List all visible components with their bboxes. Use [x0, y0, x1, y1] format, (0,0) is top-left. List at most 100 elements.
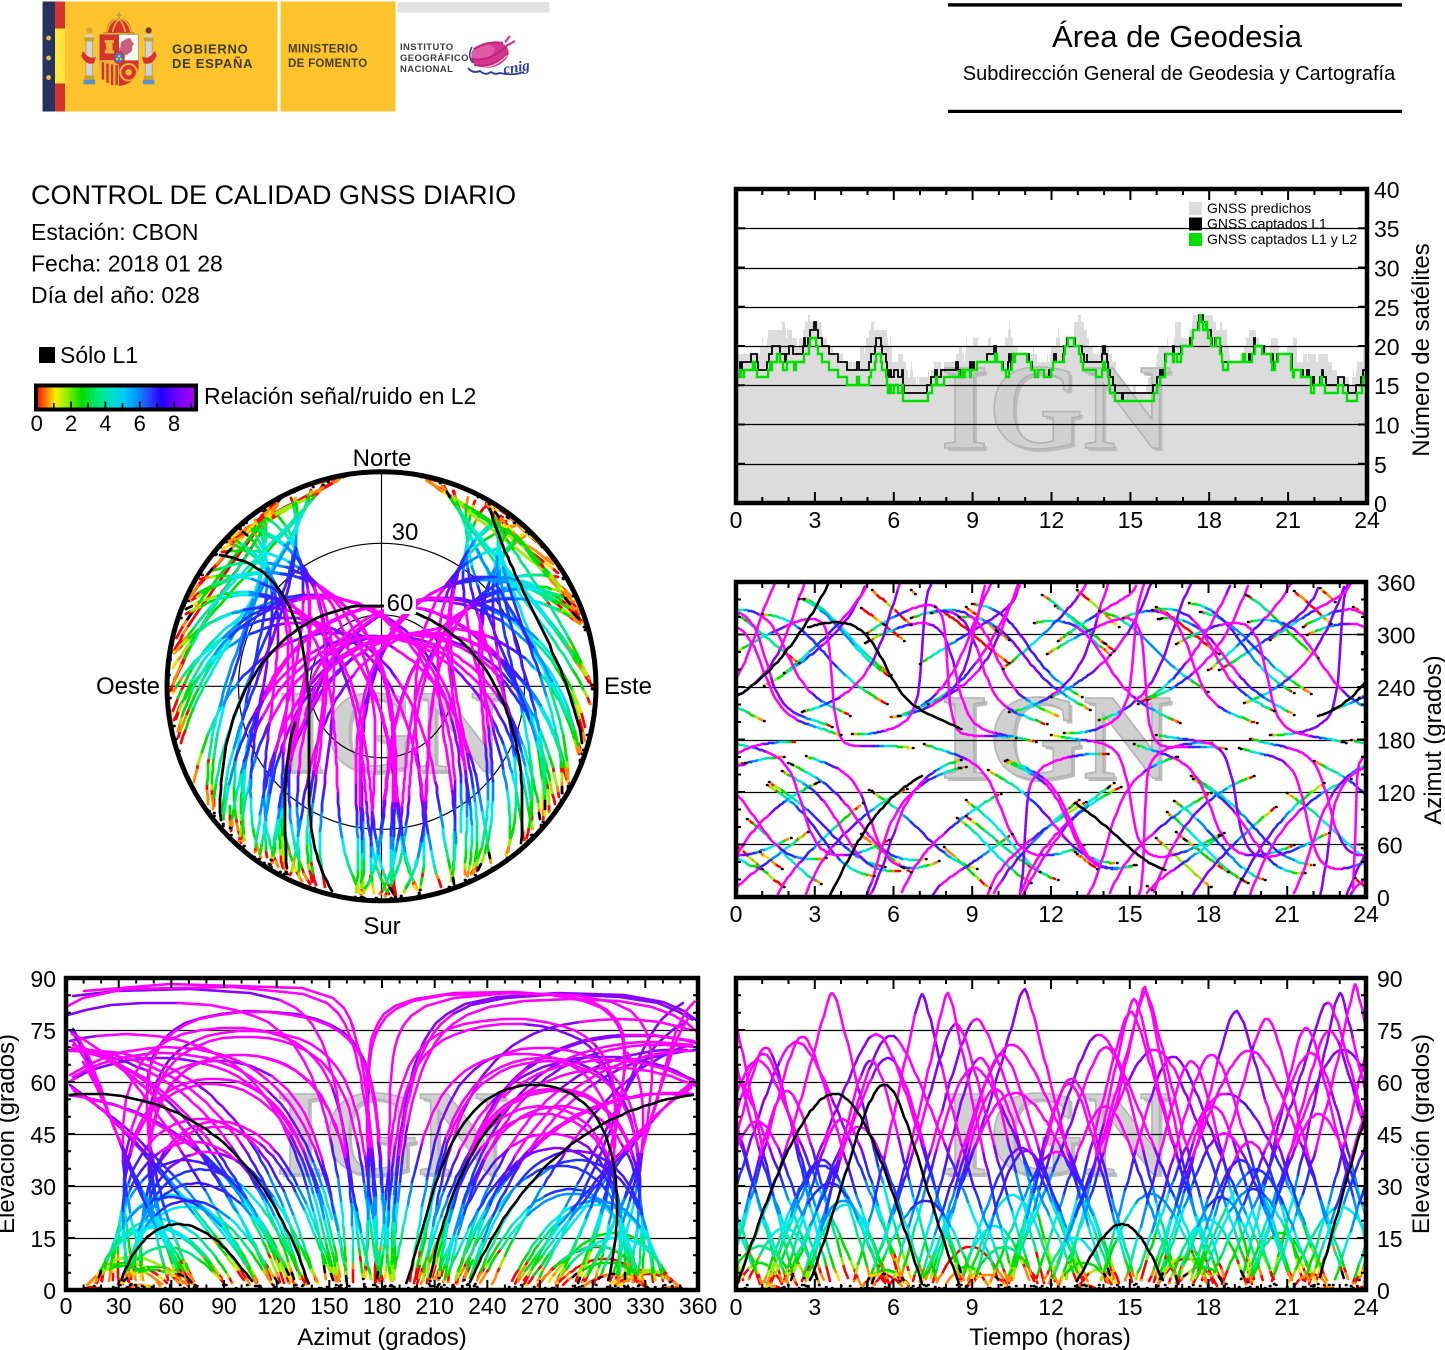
svg-text:90: 90	[30, 966, 56, 992]
svg-text:330: 330	[626, 1293, 664, 1319]
svg-text:cnig: cnig	[502, 58, 531, 78]
svg-text:15: 15	[1117, 901, 1143, 927]
svg-text:Sur: Sur	[363, 913, 400, 940]
svg-text:60: 60	[30, 1070, 56, 1096]
svg-text:15: 15	[1374, 373, 1400, 399]
svg-text:270: 270	[521, 1293, 559, 1319]
svg-text:20: 20	[1374, 334, 1400, 360]
svg-text:18: 18	[1196, 901, 1222, 927]
svg-text:30: 30	[1374, 256, 1400, 282]
svg-text:60: 60	[387, 590, 414, 617]
svg-text:21: 21	[1275, 507, 1301, 533]
svg-text:30: 30	[392, 519, 419, 546]
svg-text:18: 18	[1196, 1294, 1222, 1320]
svg-text:45: 45	[1377, 1122, 1403, 1148]
svg-text:0: 0	[730, 507, 743, 533]
svg-text:GNSS captados L1 y L2: GNSS captados L1 y L2	[1207, 231, 1357, 247]
svg-text:15: 15	[1117, 1294, 1143, 1320]
svg-text:IGN: IGN	[941, 670, 1171, 805]
svg-text:360: 360	[1377, 570, 1415, 596]
svg-text:60: 60	[1377, 833, 1403, 859]
svg-text:240: 240	[1377, 675, 1415, 701]
svg-text:3: 3	[808, 1294, 821, 1320]
svg-text:8: 8	[168, 411, 180, 436]
svg-text:0: 0	[730, 901, 743, 927]
svg-text:Estación: CBON: Estación: CBON	[31, 219, 198, 245]
svg-text:Azimut (grados): Azimut (grados)	[1420, 655, 1445, 824]
svg-text:0: 0	[1374, 491, 1387, 517]
svg-text:15: 15	[30, 1226, 56, 1252]
svg-text:Elevación (grados): Elevación (grados)	[0, 1034, 20, 1234]
svg-text:Fecha: 2018 01 28: Fecha: 2018 01 28	[31, 251, 223, 277]
svg-text:0: 0	[1377, 1278, 1390, 1304]
svg-text:210: 210	[416, 1293, 454, 1319]
svg-text:24: 24	[1353, 901, 1379, 927]
svg-text:75: 75	[30, 1018, 56, 1044]
svg-text:90: 90	[211, 1293, 237, 1319]
svg-text:35: 35	[1374, 216, 1400, 242]
svg-text:DE ESPAÑA: DE ESPAÑA	[172, 56, 253, 71]
svg-text:12: 12	[1038, 1294, 1064, 1320]
svg-text:9: 9	[966, 1294, 979, 1320]
svg-text:9: 9	[966, 901, 979, 927]
svg-text:4: 4	[99, 411, 111, 436]
svg-text:0: 0	[43, 1278, 56, 1304]
svg-text:Este: Este	[604, 673, 652, 700]
svg-text:Norte: Norte	[353, 445, 412, 472]
svg-text:6: 6	[134, 411, 146, 436]
svg-text:30: 30	[1377, 1174, 1403, 1200]
svg-text:Relación señal/ruido en L2: Relación señal/ruido en L2	[204, 383, 476, 409]
svg-text:18: 18	[1196, 507, 1222, 533]
svg-text:15: 15	[1377, 1226, 1403, 1252]
svg-text:10: 10	[1374, 413, 1400, 439]
svg-text:GEOGRÁFICO: GEOGRÁFICO	[400, 53, 469, 64]
svg-text:Oeste: Oeste	[96, 673, 160, 700]
svg-text:360: 360	[679, 1293, 717, 1319]
svg-text:25: 25	[1374, 295, 1400, 321]
svg-text:15: 15	[1118, 507, 1144, 533]
svg-text:Subdirección General de Geodes: Subdirección General de Geodesia y Carto…	[963, 63, 1396, 85]
svg-text:0: 0	[60, 1293, 73, 1319]
svg-text:12: 12	[1038, 901, 1064, 927]
svg-text:21: 21	[1274, 901, 1300, 927]
svg-text:24: 24	[1353, 1294, 1379, 1320]
svg-text:Número de satélites: Número de satélites	[1408, 243, 1435, 456]
svg-text:24: 24	[1354, 507, 1380, 533]
svg-text:5: 5	[1374, 452, 1387, 478]
svg-text:300: 300	[1377, 623, 1415, 649]
svg-text:0: 0	[1377, 885, 1390, 911]
svg-text:INSTITUTO: INSTITUTO	[400, 42, 454, 53]
svg-text:6: 6	[887, 1294, 900, 1320]
svg-text:240: 240	[468, 1293, 506, 1319]
svg-text:21: 21	[1274, 1294, 1300, 1320]
svg-text:75: 75	[1377, 1018, 1403, 1044]
svg-text:NACIONAL: NACIONAL	[400, 64, 453, 75]
svg-text:GOBIERNO: GOBIERNO	[172, 42, 248, 57]
svg-text:0: 0	[31, 411, 43, 436]
svg-text:CONTROL DE CALIDAD GNSS DIARIO: CONTROL DE CALIDAD GNSS DIARIO	[31, 180, 516, 210]
svg-text:3: 3	[809, 507, 822, 533]
svg-text:30: 30	[30, 1174, 56, 1200]
svg-text:DE FOMENTO: DE FOMENTO	[288, 58, 367, 70]
svg-text:180: 180	[363, 1293, 401, 1319]
svg-text:60: 60	[1377, 1070, 1403, 1096]
svg-text:Área de Geodesia: Área de Geodesia	[1052, 19, 1303, 54]
svg-text:Tiempo (horas): Tiempo (horas)	[969, 1324, 1131, 1350]
svg-text:120: 120	[1377, 780, 1415, 806]
svg-text:GNSS captados L1: GNSS captados L1	[1207, 216, 1327, 232]
svg-text:12: 12	[1039, 507, 1065, 533]
svg-text:GNSS predichos: GNSS predichos	[1207, 200, 1311, 216]
svg-text:Azimut (grados): Azimut (grados)	[297, 1324, 466, 1350]
svg-text:150: 150	[310, 1293, 348, 1319]
svg-text:180: 180	[1377, 728, 1415, 754]
svg-text:60: 60	[159, 1293, 185, 1319]
svg-text:6: 6	[887, 507, 900, 533]
svg-text:90: 90	[1377, 966, 1403, 992]
svg-text:300: 300	[574, 1293, 612, 1319]
svg-text:Elevación (grados): Elevación (grados)	[1408, 1034, 1435, 1234]
svg-text:Sólo L1: Sólo L1	[60, 342, 138, 368]
svg-text:30: 30	[106, 1293, 132, 1319]
svg-text:120: 120	[258, 1293, 296, 1319]
svg-text:9: 9	[966, 507, 979, 533]
svg-text:3: 3	[808, 901, 821, 927]
